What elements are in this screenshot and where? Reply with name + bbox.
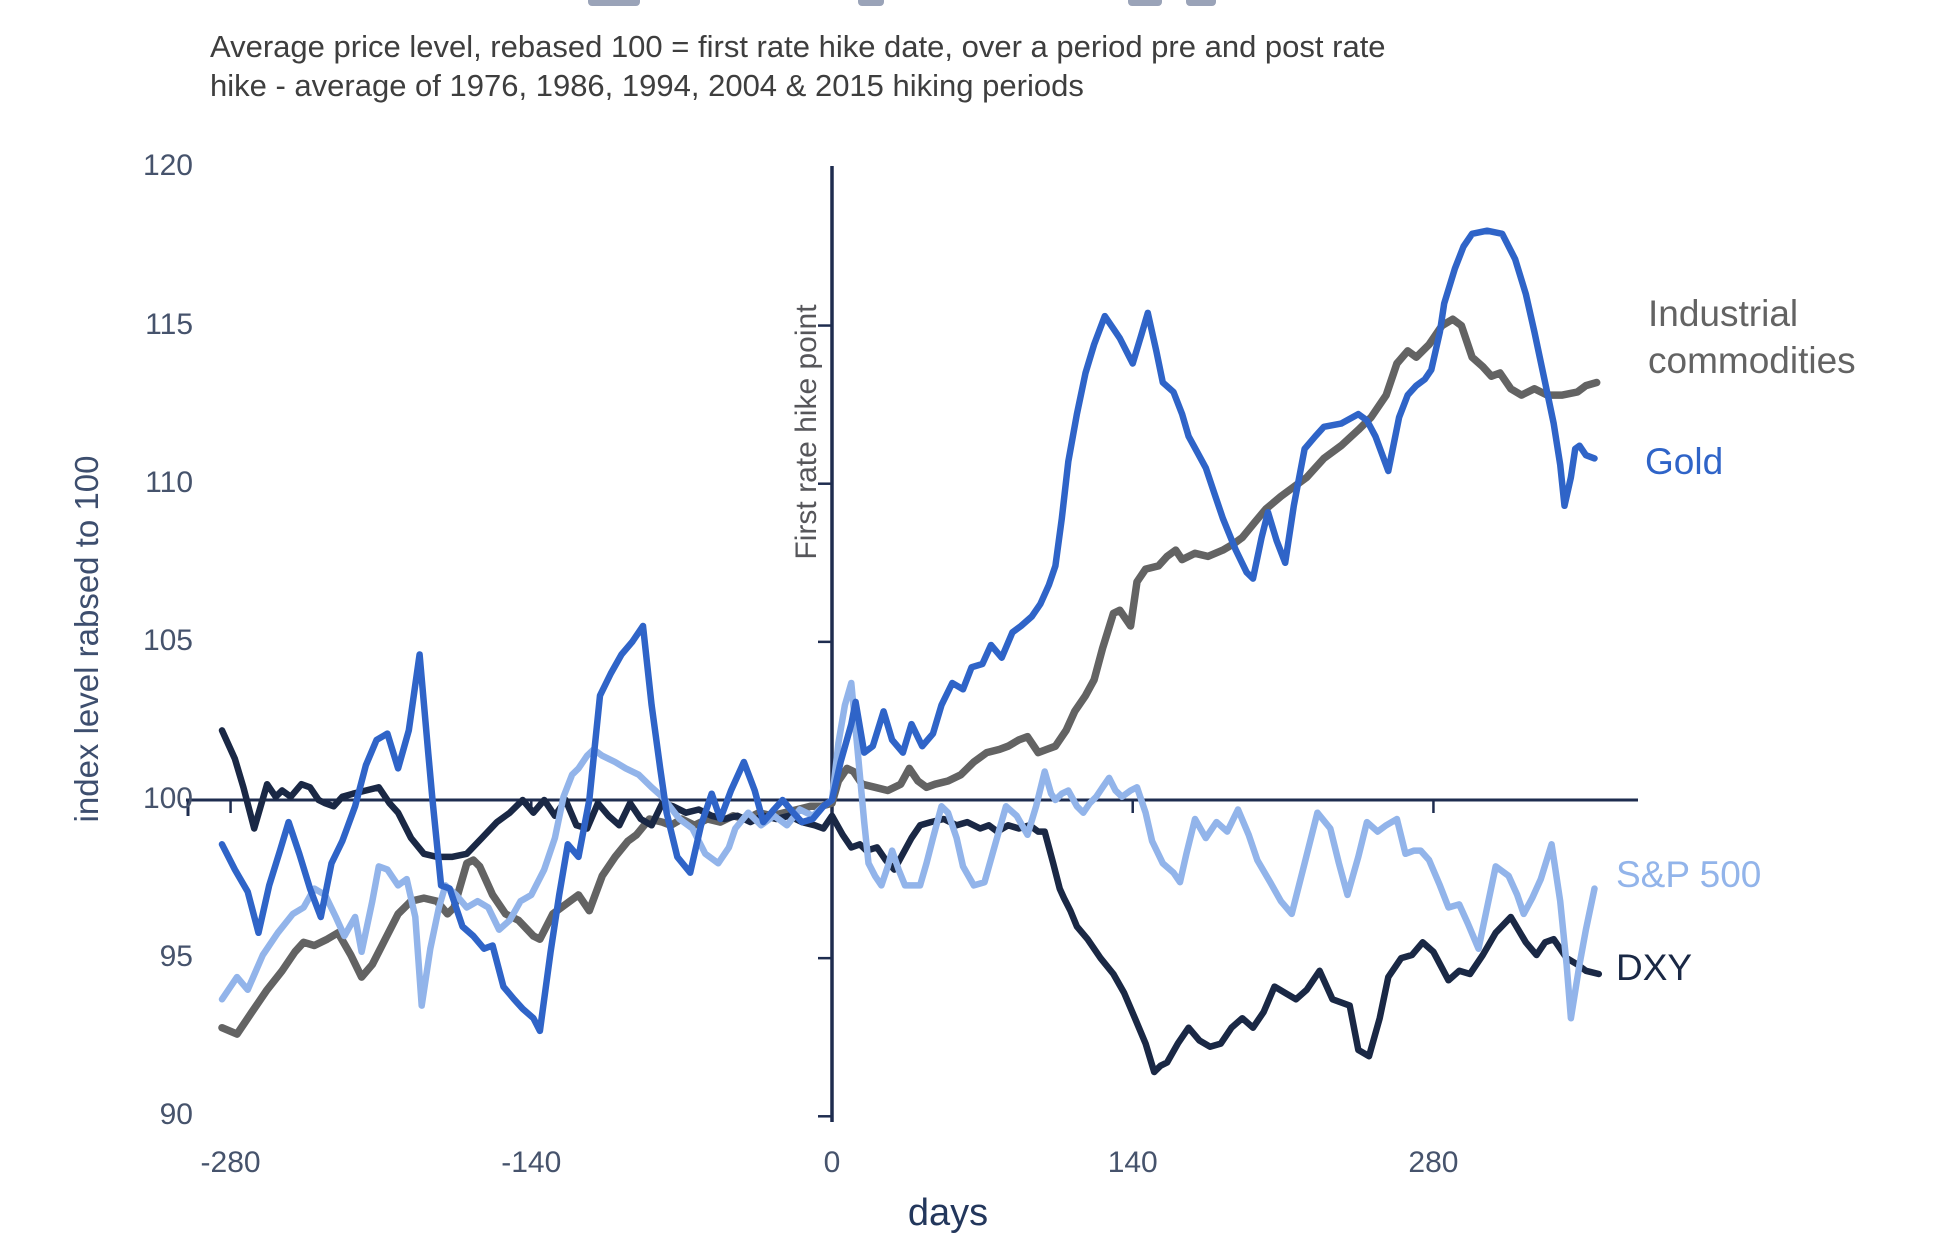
y-tick-label-90: 90 [159,1098,193,1132]
y-tick-label-95: 95 [159,940,193,974]
clipped-title-fragment [1128,0,1162,6]
legend-industrial-line2: commodities [1648,340,1856,381]
y-axis-title: index level rabsed to 100 [68,455,105,823]
x-axis-title: days [907,1192,989,1234]
y-tick-label-120: 120 [142,149,193,183]
clipped-title-fragment [588,0,640,6]
y-tick-label-110: 110 [145,465,193,499]
legend-dxy: DXY [1616,947,1693,988]
chart-subtitle-line-1: Average price level, rebased 100 = first… [210,29,1386,64]
first-rate-hike-annotation: First rate hike point [790,304,823,560]
legend-industrial-commodities: Industrial commodities [1648,290,1856,384]
x-tick-label-140: 140 [1107,1146,1158,1179]
legend-industrial-line1: Industrial [1648,293,1799,334]
x-tick-label--140: -140 [501,1146,562,1179]
clipped-title-fragment [858,0,884,6]
y-tick-label-100: 100 [142,782,193,815]
series-line-gold [218,227,1598,1035]
x-tick-label--280: -280 [200,1146,261,1179]
y-tick-label-105: 105 [142,623,193,657]
legend-gold: Gold [1645,441,1724,482]
chart-subtitle-line-2: hike - average of 1976, 1986, 1994, 2004… [210,68,1084,103]
series-line-dxy [218,727,1603,1076]
x-tick-label-280: 280 [1408,1146,1459,1179]
x-tick-label-0: 0 [823,1146,841,1179]
clipped-title-fragment [1186,0,1216,6]
series-line-s-p-500 [218,679,1598,1022]
series-line-industrial-commodities [218,315,1601,1038]
y-tick-label-115: 115 [145,307,193,341]
legend-sp500: S&P 500 [1616,854,1762,895]
